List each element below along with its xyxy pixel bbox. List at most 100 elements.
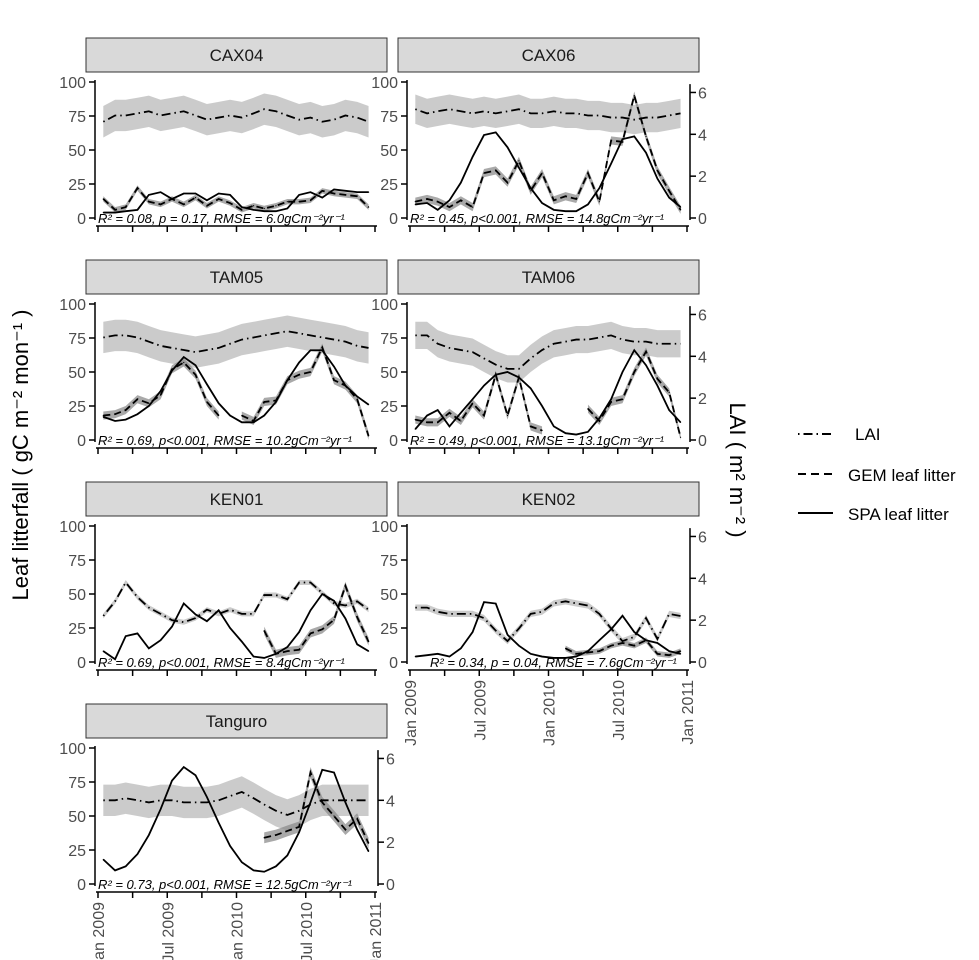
x-tick-label: Jan 2010 [542, 680, 559, 746]
gem-point [645, 351, 647, 353]
gem-point [194, 374, 197, 376]
panel-tam05: TAM05 0 25 50 75 100 R² = 0.69, p<0.001, RMSE … [59, 259, 388, 454]
series-gem-band [587, 347, 681, 440]
spa-point [148, 647, 150, 650]
spa-point [309, 349, 312, 351]
legend-label-spa: SPA leaf litter [848, 505, 949, 524]
y-left-tick-label: 25 [68, 621, 86, 638]
series-gem-line [263, 583, 370, 655]
x-tick-label: Jan 2009 [403, 680, 420, 746]
gem-point [286, 201, 288, 203]
spa-point [298, 194, 300, 196]
spa-point [553, 657, 555, 659]
x-tick-label: Jan 2010 [230, 902, 247, 960]
spa-point [621, 138, 624, 140]
gem-point [668, 654, 670, 656]
spa-point [344, 801, 347, 804]
gem-point [426, 198, 428, 200]
spa-point [564, 657, 567, 659]
y-left-tick-label: 100 [59, 297, 86, 314]
spa-point [541, 405, 543, 407]
spa-point [206, 620, 208, 622]
spa-point [218, 192, 220, 195]
series-spa-line [415, 601, 681, 659]
strip-background [397, 259, 700, 295]
y-right-tick-label: 0 [698, 211, 707, 228]
gem-point [575, 653, 577, 655]
gem-point [321, 628, 323, 630]
y-right-tick-label: 2 [698, 169, 707, 186]
spa-point [448, 655, 451, 658]
series-lai-band [415, 321, 681, 383]
y-left-tick-label: 50 [68, 365, 86, 382]
spa-point [241, 206, 243, 208]
spa-point [171, 198, 173, 200]
y-left-tick-label: 0 [77, 433, 86, 450]
gem-point [472, 206, 474, 208]
y-right-tick-label: 2 [698, 613, 707, 630]
y-left-tick-label: 75 [68, 109, 86, 126]
spa-point [506, 371, 509, 373]
spa-point [437, 409, 439, 411]
y-left-tick-label: 25 [68, 399, 86, 416]
gem-point [298, 374, 300, 376]
spa-point [321, 349, 323, 351]
spa-point [460, 182, 462, 184]
gem-point [414, 419, 416, 421]
strip-label: CAX04 [210, 46, 264, 65]
gem-point [426, 421, 428, 423]
stats-annotation: R² = 0.34, p = 0.04, RMSE = 7.6gCm⁻²yr⁻¹ [430, 655, 677, 670]
gem-point [356, 616, 358, 618]
spa-point [275, 401, 277, 403]
gem-point [344, 194, 347, 196]
gem-point [298, 826, 300, 828]
strip-background [85, 481, 388, 517]
y-left-tick-label: 100 [371, 297, 398, 314]
gem-point [367, 435, 370, 437]
gem-point [263, 207, 265, 210]
y-left-tick-label: 50 [68, 809, 86, 826]
spa-point [426, 654, 428, 656]
gem-point [114, 413, 116, 415]
stats-annotation: R² = 0.45, p<0.001, RMSE = 14.8gCm⁻²yr⁻¹ [410, 211, 665, 226]
series-gem-line [415, 92, 682, 211]
spa-point [472, 398, 474, 400]
gem-point [241, 414, 243, 417]
gem-point [286, 830, 288, 832]
spa-point [206, 383, 208, 385]
gem-point [530, 190, 532, 192]
spa-point [344, 190, 347, 192]
spa-point [241, 861, 243, 863]
gem-point [448, 206, 451, 208]
gem-point [483, 172, 485, 174]
spa-point [668, 409, 670, 411]
gem-point [367, 206, 370, 208]
spa-point [229, 414, 231, 417]
spa-point [263, 414, 265, 417]
gem-point [298, 201, 300, 203]
series-lai-line [103, 330, 369, 354]
y-right-tick-label: 2 [698, 391, 707, 408]
spa-point [472, 631, 474, 633]
gem-point [587, 408, 589, 410]
gem-point [321, 801, 323, 804]
gem-point [633, 371, 635, 373]
strip-background [85, 259, 388, 295]
spa-point [218, 822, 220, 824]
gem-point [263, 630, 265, 632]
spa-point [506, 634, 509, 636]
gem-point [160, 394, 162, 396]
spa-point [575, 655, 577, 658]
strip-label: Tanguro [206, 712, 267, 731]
gem-point [553, 199, 555, 201]
gem-point [448, 412, 451, 414]
spa-point [194, 192, 197, 195]
panel-ken01: KEN01 0 25 50 75 100 R² = 0.69, p<0.001, RMSE … [59, 481, 388, 676]
spa-point [194, 613, 197, 616]
spa-point [275, 210, 277, 212]
spa-point [530, 387, 532, 389]
gem-point [437, 201, 439, 203]
y-right-tick-label: 4 [698, 127, 707, 144]
y-left-tick-label: 50 [68, 587, 86, 604]
y-right-tick-label: 0 [698, 433, 707, 450]
